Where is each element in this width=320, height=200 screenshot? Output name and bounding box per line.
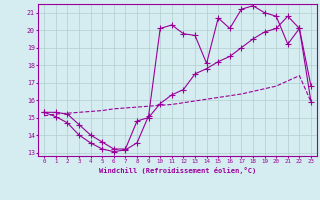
X-axis label: Windchill (Refroidissement éolien,°C): Windchill (Refroidissement éolien,°C) [99, 167, 256, 174]
